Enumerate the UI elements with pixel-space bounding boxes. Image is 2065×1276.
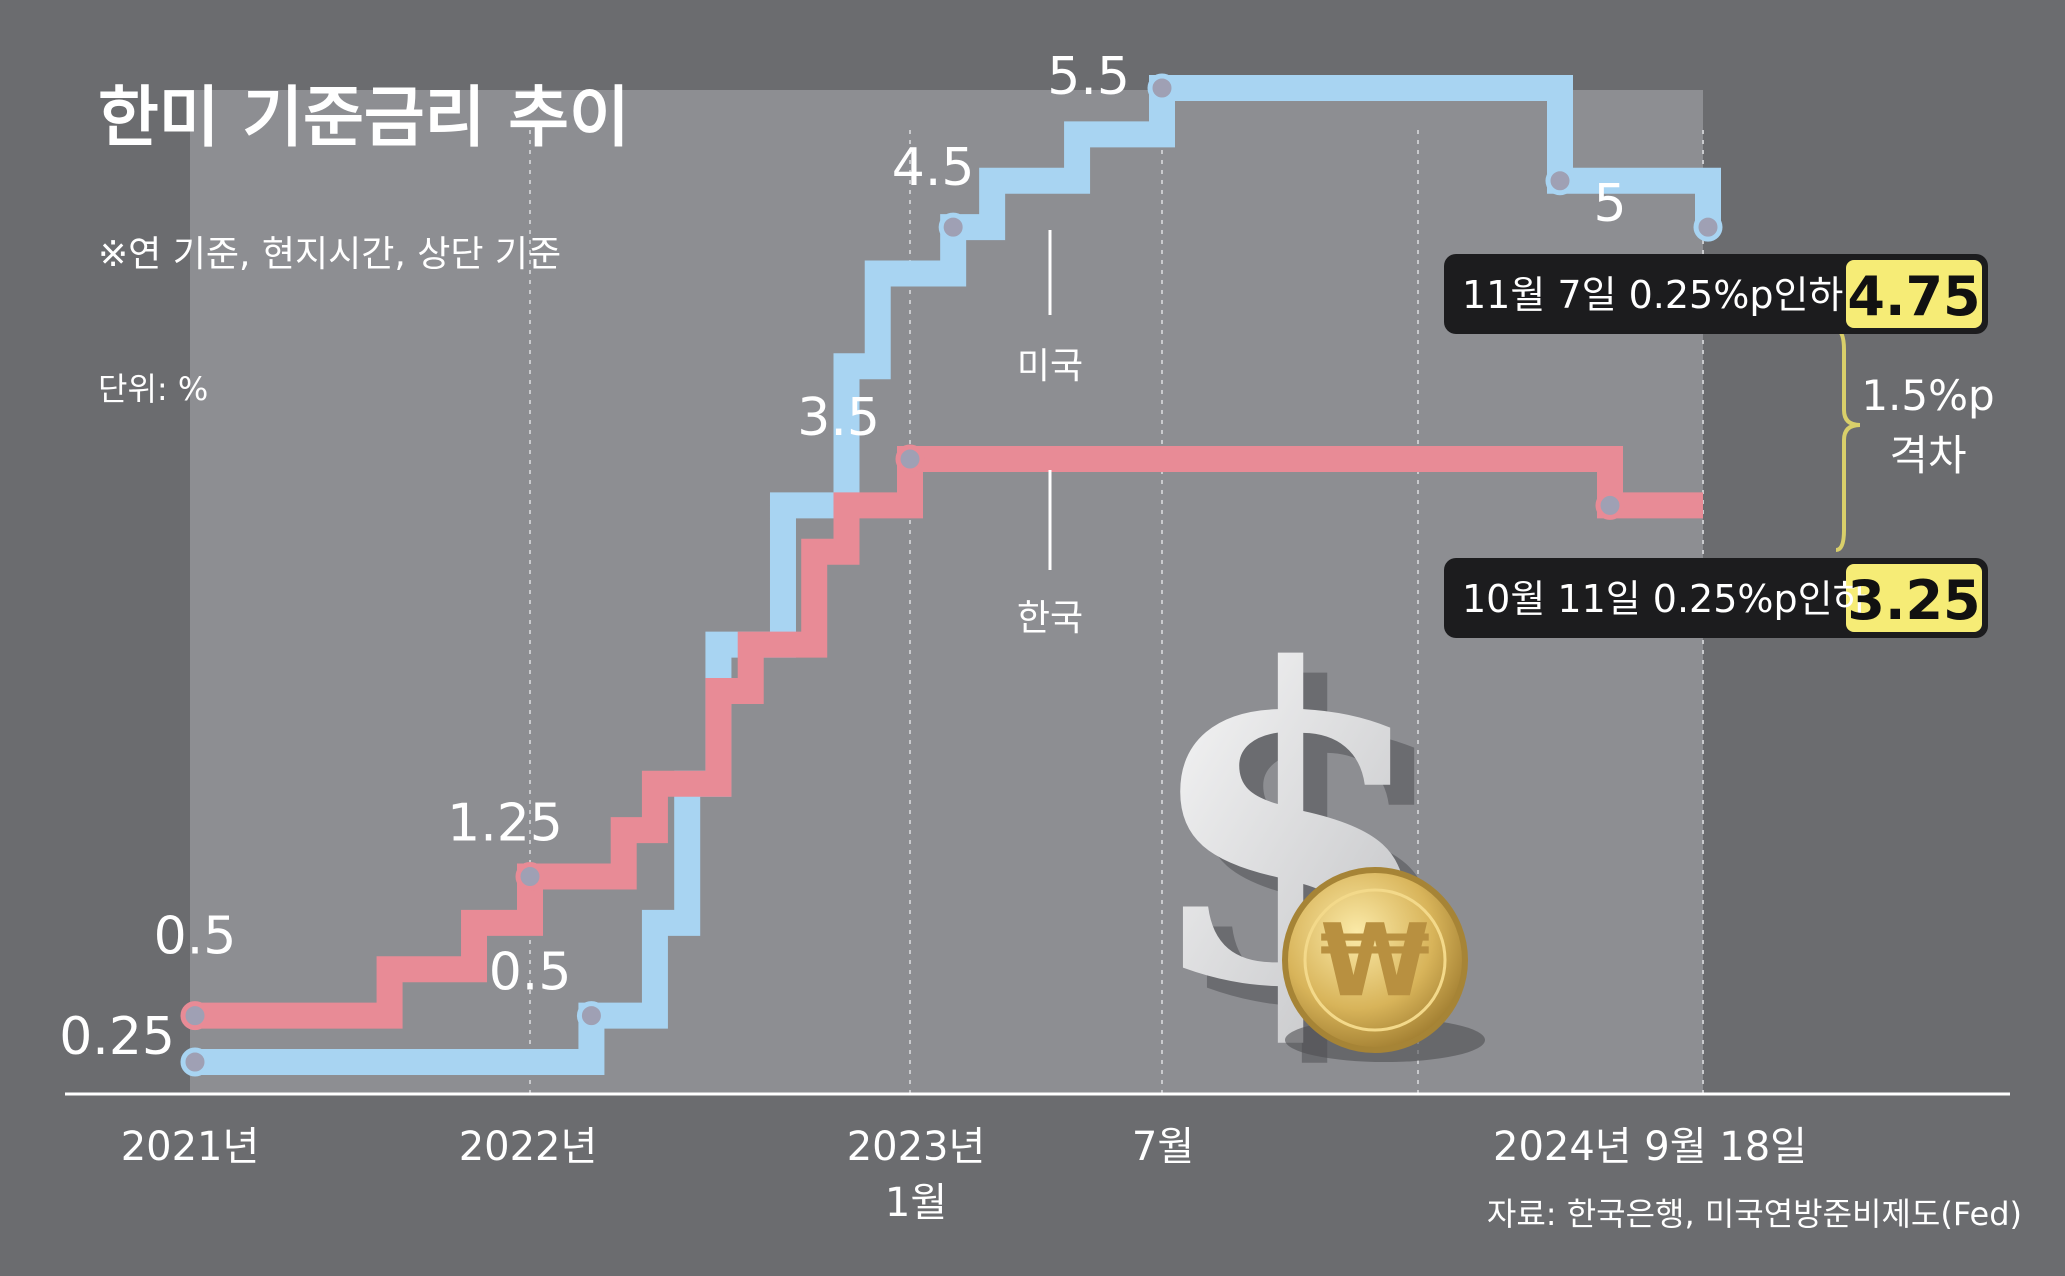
value-label: 4.5 <box>892 138 975 198</box>
x-tick-labels: 2021년 2022년 2023년 1월 7월 2024년 9월 18일 <box>121 1124 1807 1226</box>
rate-marker <box>180 1047 210 1077</box>
chart-note: ※연 기준, 현지시간, 상단 기준 <box>98 234 561 275</box>
us-cut-text: 11월 7일 0.25%p인하 <box>1462 273 1843 317</box>
us-cut-callout: 11월 7일 0.25%p인하 4.75 <box>1444 254 1988 334</box>
value-label: 3.5 <box>797 388 880 448</box>
value-label: 1.25 <box>447 793 563 853</box>
korea-rate-line <box>195 446 1703 1029</box>
x-tick-label: 1월 <box>885 1180 947 1226</box>
gap-label-value: 1.5%p <box>1861 371 1994 420</box>
x-tick-label: 7월 <box>1132 1124 1194 1170</box>
x-tick-label: 2021년 <box>121 1124 260 1170</box>
value-labels: 0.25 0.5 0.5 1.25 3.5 4.5 5.5 5 <box>59 47 1626 1067</box>
rate-marker <box>895 444 925 474</box>
source-note: 자료: 한국은행, 미국연방준비제도(Fed) <box>1487 1195 2022 1233</box>
korea-series-label: 한국 <box>1017 598 1083 639</box>
unit-label: 단위: % <box>98 370 208 408</box>
rate-marker <box>1545 166 1575 196</box>
gap-bracket <box>1835 328 1861 552</box>
korea-cut-callout: 10월 11일 0.25%p인하 3.25 <box>1444 558 1988 638</box>
value-label: 5 <box>1593 174 1626 234</box>
x-tick-label: 2023년 <box>847 1124 986 1170</box>
value-label: 0.25 <box>59 1007 175 1067</box>
rate-marker <box>1693 212 1723 242</box>
value-label: 0.5 <box>489 943 572 1003</box>
rate-marker <box>938 212 968 242</box>
x-tick-label: 2024년 9월 18일 <box>1493 1124 1807 1170</box>
rate-marker <box>1147 73 1177 103</box>
us-cut-value: 4.75 <box>1847 265 1980 328</box>
rate-marker <box>576 1001 606 1031</box>
rate-marker <box>180 1001 210 1031</box>
series-markers <box>180 73 1723 1077</box>
x-tick-label: 2022년 <box>459 1124 598 1170</box>
korea-cut-value: 3.25 <box>1847 569 1980 632</box>
value-label: 5.5 <box>1047 47 1130 107</box>
us-rate-line <box>195 75 1721 1075</box>
value-label: 0.5 <box>154 907 237 967</box>
rate-marker <box>515 861 545 891</box>
rate-marker <box>1595 490 1625 520</box>
won-coin-icon: ₩ <box>1282 867 1485 1062</box>
gap-label-text: 격차 <box>1889 431 1966 480</box>
svg-text:₩: ₩ <box>1320 902 1430 1019</box>
korea-cut-text: 10월 11일 0.25%p인하 <box>1462 577 1868 621</box>
series-lines <box>195 75 1721 1075</box>
chart-title: 한미 기준금리 추이 <box>98 79 630 156</box>
us-series-label: 미국 <box>1017 346 1083 387</box>
